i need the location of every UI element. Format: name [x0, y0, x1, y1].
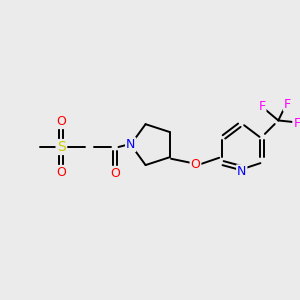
Text: F: F — [293, 117, 300, 130]
Text: O: O — [56, 166, 66, 179]
Text: N: N — [237, 165, 246, 178]
Text: O: O — [190, 158, 200, 171]
Text: O: O — [110, 167, 120, 180]
Text: F: F — [258, 100, 266, 112]
Text: O: O — [56, 115, 66, 128]
Text: N: N — [126, 138, 135, 151]
Text: S: S — [57, 140, 66, 154]
Text: F: F — [284, 98, 291, 110]
